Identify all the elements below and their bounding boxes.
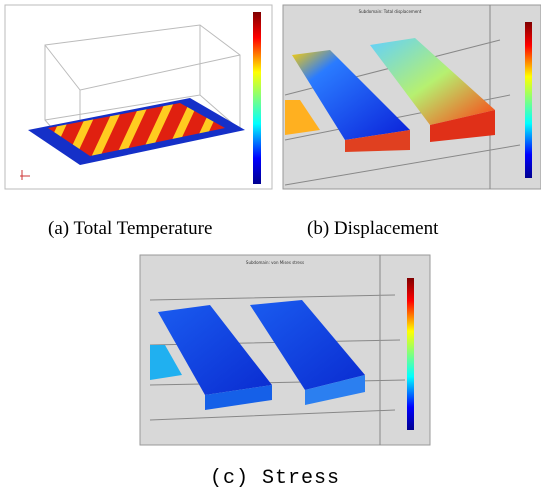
colorbar (407, 278, 414, 430)
plot-title: Subdomain: von Mises stress (246, 260, 304, 265)
stress-plot: Subdomain: von Mises stress (140, 255, 430, 445)
temperature-plot (5, 5, 272, 189)
figure-graphics: Subdomain: Total displacement Subdomain:… (0, 0, 541, 497)
caption: (a) Total Temperature (48, 218, 212, 240)
displacement-plot: Subdomain: Total displacement (283, 5, 541, 189)
caption: (b) Displacement (307, 218, 438, 240)
plot-title: Subdomain: Total displacement (359, 9, 422, 14)
caption: (c) Stress (210, 467, 340, 490)
colorbar (253, 12, 261, 184)
figure-page: Subdomain: Total displacement Subdomain:… (0, 0, 541, 497)
colorbar (525, 22, 532, 178)
